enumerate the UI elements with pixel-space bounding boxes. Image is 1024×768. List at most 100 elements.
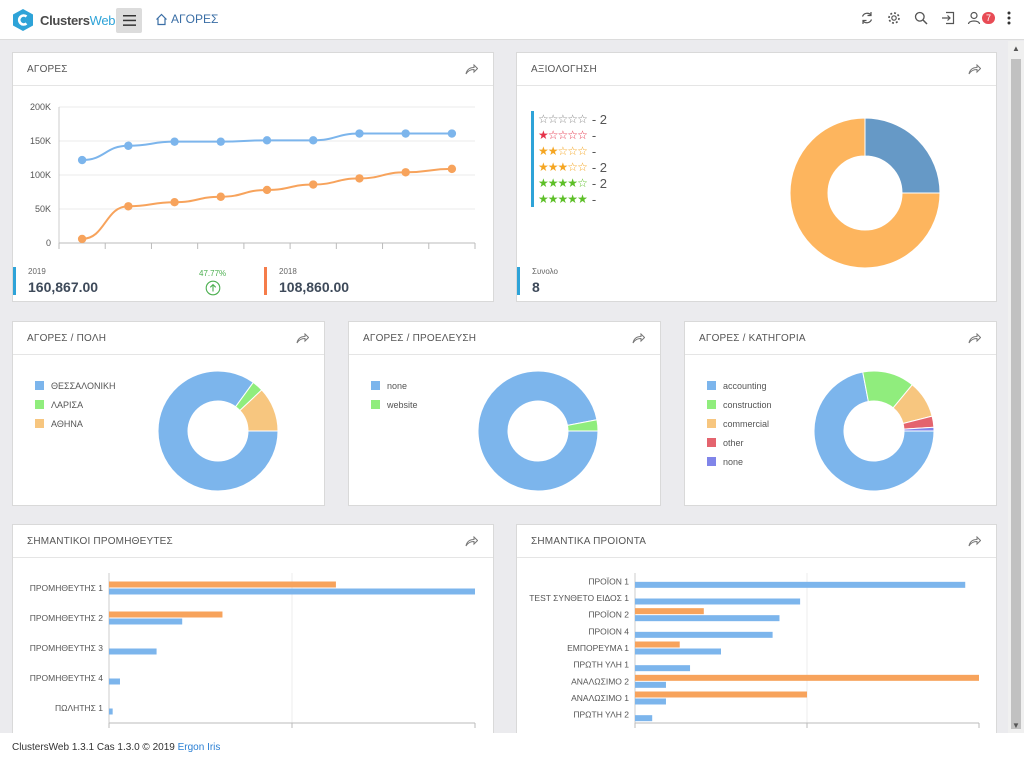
category-label: ΠΡΩΤΗ ΥΛΗ 2 <box>573 710 629 720</box>
category-label: ΠΡΟΜΗΘΕΥΤΗΣ 3 <box>30 643 104 653</box>
legend-item[interactable]: commercial <box>707 414 772 433</box>
footer-text: ClustersWeb 1.3.1 Cas 1.3.0 © 2019 <box>12 742 178 753</box>
share-icon[interactable] <box>968 331 982 345</box>
rating-count: - <box>591 191 597 207</box>
bar <box>635 631 773 638</box>
bar <box>635 648 721 655</box>
legend-item[interactable]: none <box>371 376 418 395</box>
scroll-down-icon[interactable]: ▼ <box>1012 721 1020 730</box>
data-point <box>170 198 179 207</box>
legend-swatch <box>371 400 380 409</box>
legend-item[interactable]: ΘΕΣΣΑΛΟΝΙΚΗ <box>35 376 115 395</box>
breadcrumb-label: ΑΓΟΡΕΣ <box>171 12 219 26</box>
rating-count: - 2 <box>591 159 607 175</box>
logout-icon[interactable] <box>940 10 956 26</box>
share-icon[interactable] <box>465 62 479 76</box>
rating-count: - 2 <box>591 175 607 191</box>
page-scrollbar[interactable]: ▲ ▼ <box>1008 41 1024 733</box>
legend-item[interactable]: construction <box>707 395 772 414</box>
panel-title: ΑΓΟΡΕΣ <box>27 63 68 75</box>
data-point <box>124 202 133 211</box>
share-icon[interactable] <box>968 534 982 548</box>
stat-2018-label: 2018 <box>279 267 297 276</box>
rating-row: ★★★★☆ - 2 <box>538 175 607 191</box>
rating-row: ☆☆☆☆☆ - 2 <box>538 111 607 127</box>
suppliers-panel: ΣΗΜΑΝΤΙΚΟΙ ΠΡΟΜΗΘΕΥΤΕΣ ΠΡΟΜΗΘΕΥΤΗΣ 1 ΠΡΟΜ… <box>12 524 494 739</box>
donut-slice <box>239 389 279 432</box>
user-icon[interactable]: 7 <box>967 10 995 26</box>
data-point <box>77 155 87 165</box>
share-icon[interactable] <box>296 331 310 345</box>
more-vertical-icon[interactable] <box>1006 10 1012 26</box>
legend-swatch <box>707 419 716 428</box>
donut-slice <box>566 419 599 432</box>
rating-total: Συνολο 8 <box>517 267 558 295</box>
bar <box>635 715 653 722</box>
legend-swatch <box>707 400 716 409</box>
share-icon[interactable] <box>632 331 646 345</box>
data-point <box>216 137 225 146</box>
category-label: ΠΡΟΪΟΝ 2 <box>588 610 629 620</box>
donut-slice <box>789 117 941 269</box>
category-label: ΠΡΟΜΗΘΕΥΤΗΣ 1 <box>30 583 104 593</box>
data-point <box>216 192 225 201</box>
data-point <box>355 129 364 138</box>
legend-label: commercial <box>723 418 770 429</box>
legend-label: none <box>387 380 408 391</box>
gear-icon[interactable] <box>886 10 902 26</box>
app-logo[interactable]: ClustersWeb <box>12 8 116 32</box>
legend-item[interactable]: other <box>707 433 772 452</box>
arrow-up-circle-icon <box>205 280 220 296</box>
data-point <box>124 141 133 150</box>
scrollbar-thumb[interactable] <box>1011 59 1021 729</box>
y-tick-label: 200K <box>30 102 51 112</box>
bar <box>635 674 979 681</box>
y-tick-label: 150K <box>30 136 51 146</box>
data-point <box>309 136 318 145</box>
stat-2019-label: 2019 <box>28 267 46 276</box>
category-label: ΠΩΛΗΤΗΣ 1 <box>55 703 103 713</box>
bar <box>109 678 120 685</box>
share-icon[interactable] <box>968 62 982 76</box>
legend-label: accounting <box>723 380 767 391</box>
stat-2018: 2018 108,860.00 <box>264 267 349 295</box>
y-tick-label: 50K <box>35 204 51 214</box>
breadcrumb[interactable]: ΑΓΟΡΕΣ <box>155 12 218 26</box>
rating-count: - <box>591 143 597 159</box>
app-name: ClustersWeb <box>40 12 116 28</box>
legend-swatch <box>371 381 380 390</box>
series-line <box>82 167 452 240</box>
rating-panel: ΑΞΙΟΛΟΓΗΣΗ ☆☆☆☆☆ - 2 ★☆☆☆☆ - ★★☆☆☆ - ★★★☆☆ - 2 ★… <box>516 52 997 302</box>
refresh-icon[interactable] <box>859 10 875 26</box>
scroll-up-icon[interactable]: ▲ <box>1012 44 1020 53</box>
legend-item[interactable]: accounting <box>707 376 772 395</box>
legend-item[interactable]: none <box>707 452 772 471</box>
legend-label: website <box>387 399 418 410</box>
legend-item[interactable]: ΑΘΗΝΑ <box>35 414 115 433</box>
legend-item[interactable]: website <box>371 395 418 414</box>
home-icon <box>156 13 167 25</box>
panel-title: ΑΓΟΡΕΣ / ΠΟΛΗ <box>27 332 107 344</box>
star-rating-icon: ☆☆☆☆☆ <box>538 112 588 126</box>
origin-legend: none website <box>371 376 418 414</box>
legend-item[interactable]: ΛΑΡΙΣΑ <box>35 395 115 414</box>
bar <box>109 611 223 618</box>
panel-title: ΑΓΟΡΕΣ / ΠΡΟΕΛΕΥΣΗ <box>363 332 477 344</box>
star-rating-icon: ★★☆☆☆ <box>538 144 588 158</box>
city-donut-chart <box>157 370 279 492</box>
star-rating-icon: ★★★☆☆ <box>538 160 588 174</box>
data-point <box>262 136 272 145</box>
star-rating-icon: ★★★★★ <box>538 192 588 206</box>
star-rating-icon: ★★★★☆ <box>538 176 588 190</box>
menu-toggle-button[interactable] <box>116 8 142 33</box>
data-point <box>77 234 87 244</box>
y-tick-label: 0 <box>46 238 51 248</box>
data-point <box>170 137 179 146</box>
panel-title: ΣΗΜΑΝΤΙΚΑ ΠΡΟΙΟΝΤΑ <box>531 535 647 547</box>
rating-row: ★★★★★ - <box>538 191 607 207</box>
footer-company-link[interactable]: Ergon Iris <box>177 742 221 753</box>
search-icon[interactable] <box>913 10 929 26</box>
legend-swatch <box>35 400 44 409</box>
bar <box>635 608 704 615</box>
share-icon[interactable] <box>465 534 479 548</box>
